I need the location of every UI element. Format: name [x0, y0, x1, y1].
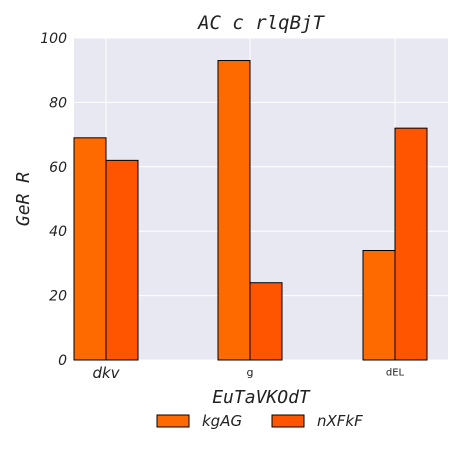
bar-kgAG-g: [217, 60, 251, 361]
y-tick-label: 80: [49, 95, 67, 111]
legend-swatch: [156, 414, 190, 428]
bar-kgAG-dEL: [362, 250, 396, 361]
y-tick-label: 0: [58, 353, 67, 369]
bar-nXFkF-g: [249, 282, 283, 361]
bar-nXFkF-dkv: [105, 159, 139, 361]
y-tick-label: 40: [49, 224, 67, 240]
x-tick-label: g: [247, 366, 254, 379]
x-axis-label: EuTaVKOdT: [212, 387, 311, 408]
bar-nXFkF-dEL: [394, 127, 428, 361]
y-tick-label: 60: [49, 160, 67, 176]
chart-title: AC c rlqBjT: [197, 12, 325, 34]
bar-kgAG-dkv: [73, 137, 107, 361]
y-tick-label: 20: [49, 289, 67, 305]
x-tick-label: dEL: [386, 368, 405, 379]
y-tick-labels: 0 20 40 60 80 100: [40, 31, 67, 369]
legend-swatch: [271, 414, 305, 428]
y-tick-label: 100: [40, 31, 67, 47]
legend-label: nXFkF: [317, 412, 363, 430]
y-axis-label: GeR R: [13, 172, 34, 226]
x-tick-labels: dkv g dEL: [92, 364, 404, 382]
bars: [73, 60, 428, 361]
legend-label: kgAG: [202, 412, 242, 430]
legend: kgAG nXFkF: [156, 412, 363, 430]
x-tick-label: dkv: [92, 364, 120, 382]
